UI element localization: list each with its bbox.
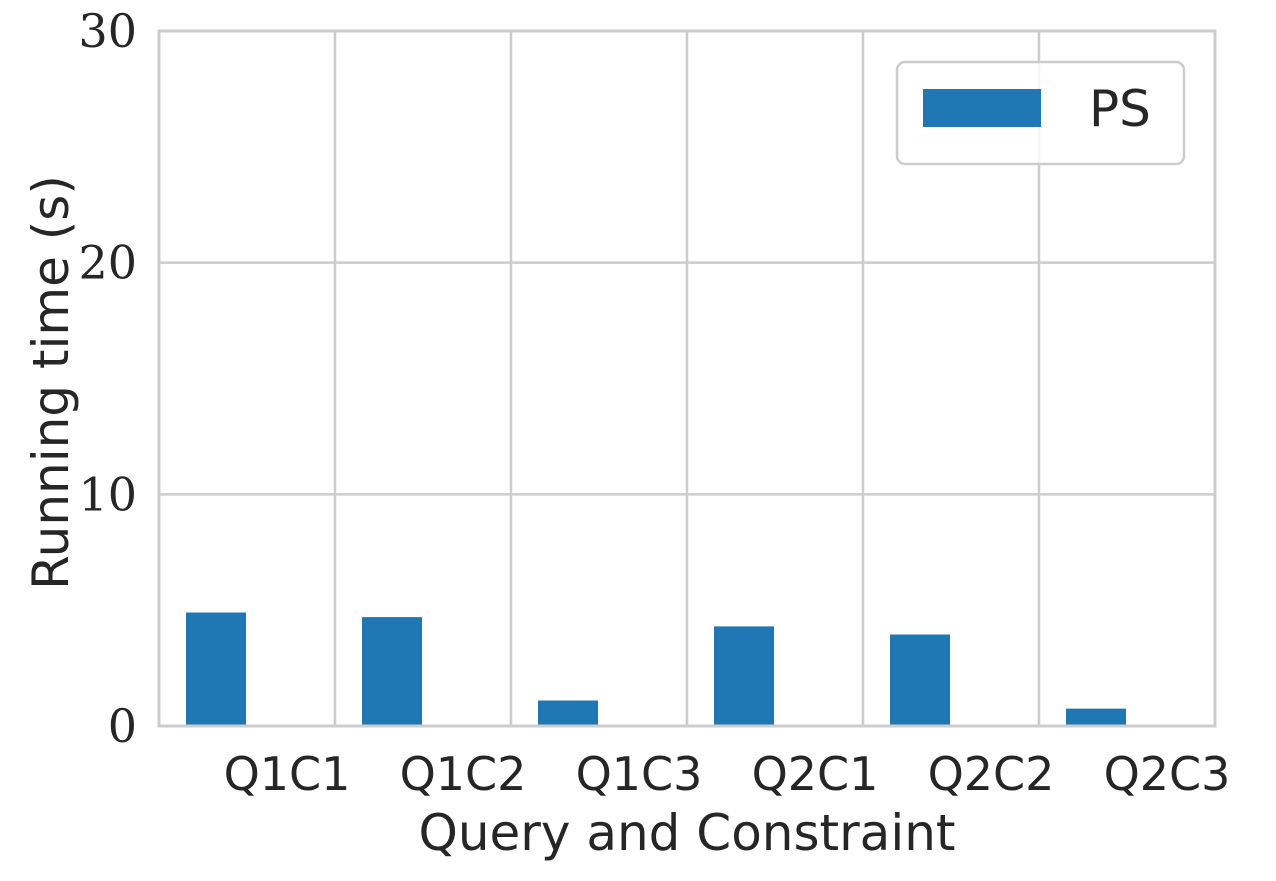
- bar-q2c2: [890, 634, 950, 726]
- x-axis-label: Query and Constraint: [418, 804, 955, 862]
- y-tick-label-2: 20: [78, 236, 137, 290]
- x-tick-label-q1c1: Q1C1: [224, 747, 351, 801]
- x-tick-label-q1c2: Q1C2: [400, 747, 527, 801]
- y-tick-label-3: 30: [78, 4, 137, 58]
- bars: [186, 612, 1126, 726]
- y-tick-labels: 0 10 20 30: [78, 4, 137, 753]
- bar-q1c2: [362, 617, 422, 726]
- y-tick-label-0: 0: [108, 699, 137, 753]
- bar-q2c3: [1066, 708, 1126, 726]
- legend: PS: [895, 60, 1186, 166]
- x-tick-label-q2c1: Q2C1: [752, 747, 879, 801]
- y-axis-label: Running time (s): [22, 175, 80, 590]
- x-tick-label-q2c3: Q2C3: [1104, 747, 1231, 801]
- x-tick-labels: Q1C1 Q1C2 Q1C3 Q2C1 Q2C2 Q2C3: [224, 747, 1231, 801]
- bar-q2c1: [714, 626, 774, 726]
- legend-swatch-ps: [923, 89, 1041, 127]
- y-tick-label-1: 10: [78, 467, 137, 521]
- bar-q1c1: [186, 612, 246, 726]
- bar-q1c3: [538, 700, 598, 726]
- legend-label-ps: PS: [1089, 80, 1151, 138]
- plot-frame: [157, 29, 1217, 728]
- x-tick-label-q1c3: Q1C3: [576, 747, 703, 801]
- x-tick-label-q2c2: Q2C2: [928, 747, 1055, 801]
